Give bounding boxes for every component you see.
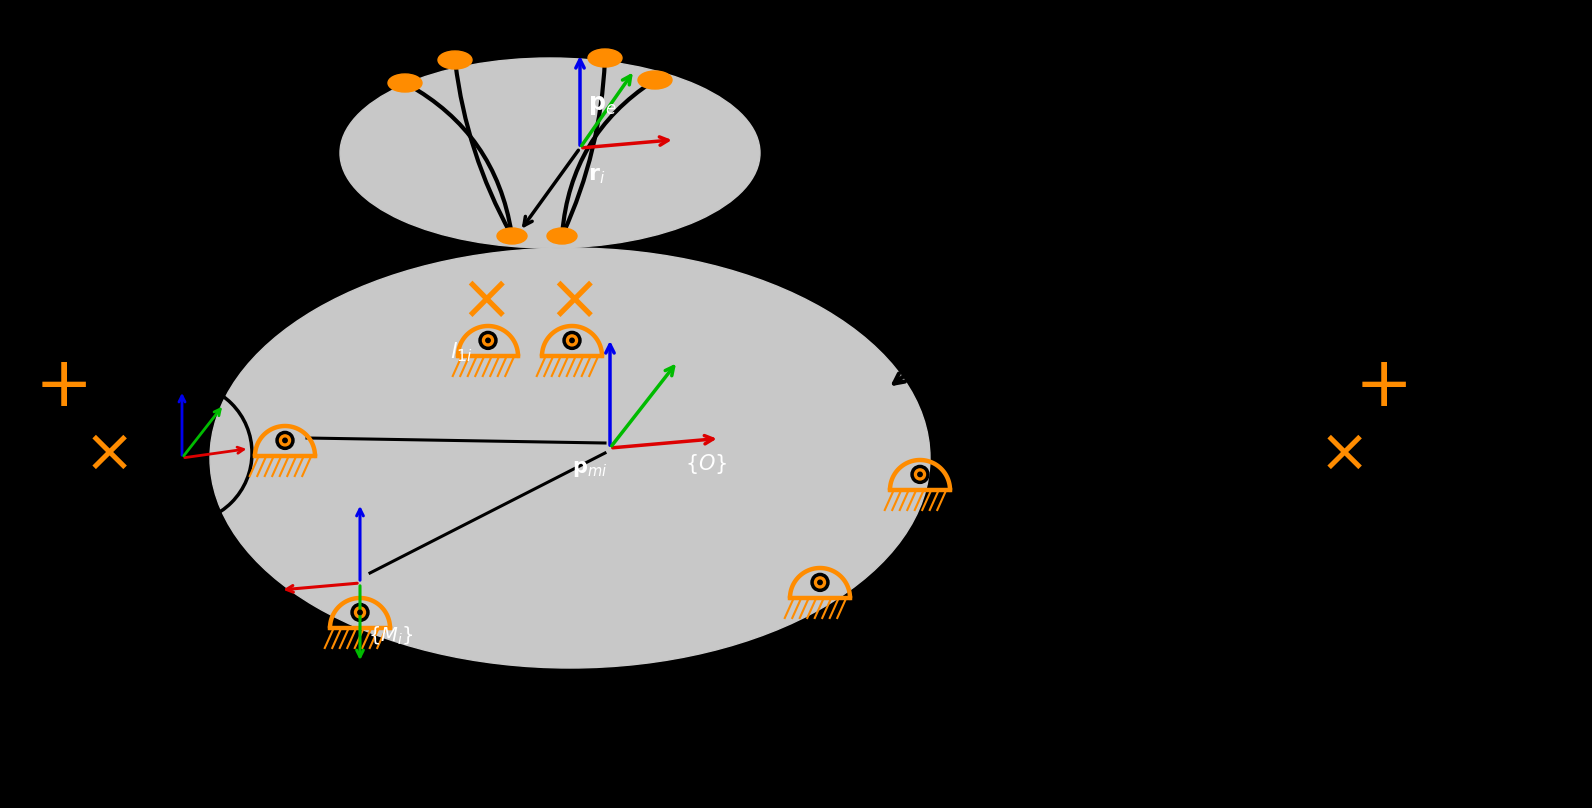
Ellipse shape <box>210 248 930 668</box>
Text: $\mathbf{p}_{mi}$: $\mathbf{p}_{mi}$ <box>572 459 608 479</box>
Ellipse shape <box>587 49 622 67</box>
Circle shape <box>810 574 829 591</box>
Circle shape <box>567 335 578 346</box>
Circle shape <box>283 438 287 443</box>
Circle shape <box>479 331 497 349</box>
Text: $\times$: $\times$ <box>1318 423 1363 482</box>
Circle shape <box>486 339 490 343</box>
Text: $\times$: $\times$ <box>458 269 505 331</box>
Ellipse shape <box>497 228 527 244</box>
Text: $+$: $+$ <box>33 352 86 419</box>
Ellipse shape <box>548 228 576 244</box>
Circle shape <box>911 465 930 483</box>
Circle shape <box>815 577 826 588</box>
Ellipse shape <box>341 58 759 248</box>
Ellipse shape <box>438 51 471 69</box>
Text: $\mathbf{p}_e$: $\mathbf{p}_e$ <box>587 93 616 117</box>
Circle shape <box>919 472 922 477</box>
Ellipse shape <box>388 74 422 92</box>
Circle shape <box>564 331 581 349</box>
Ellipse shape <box>638 71 672 89</box>
Circle shape <box>482 335 494 346</box>
Circle shape <box>914 469 925 480</box>
Text: $l_{1i}$: $l_{1i}$ <box>451 340 473 364</box>
Circle shape <box>355 607 366 618</box>
Circle shape <box>570 339 575 343</box>
Text: $\times$: $\times$ <box>83 423 127 482</box>
Circle shape <box>275 431 295 449</box>
Circle shape <box>280 435 290 446</box>
Circle shape <box>350 604 369 621</box>
Circle shape <box>818 580 821 585</box>
Text: $\times$: $\times$ <box>546 269 594 331</box>
Text: $\{M_i\}$: $\{M_i\}$ <box>368 625 414 646</box>
Text: $+$: $+$ <box>1353 352 1406 419</box>
Text: $\{O\}$: $\{O\}$ <box>685 452 728 476</box>
Text: $\mathbf{r}_i$: $\mathbf{r}_i$ <box>587 163 605 186</box>
Circle shape <box>358 610 363 615</box>
